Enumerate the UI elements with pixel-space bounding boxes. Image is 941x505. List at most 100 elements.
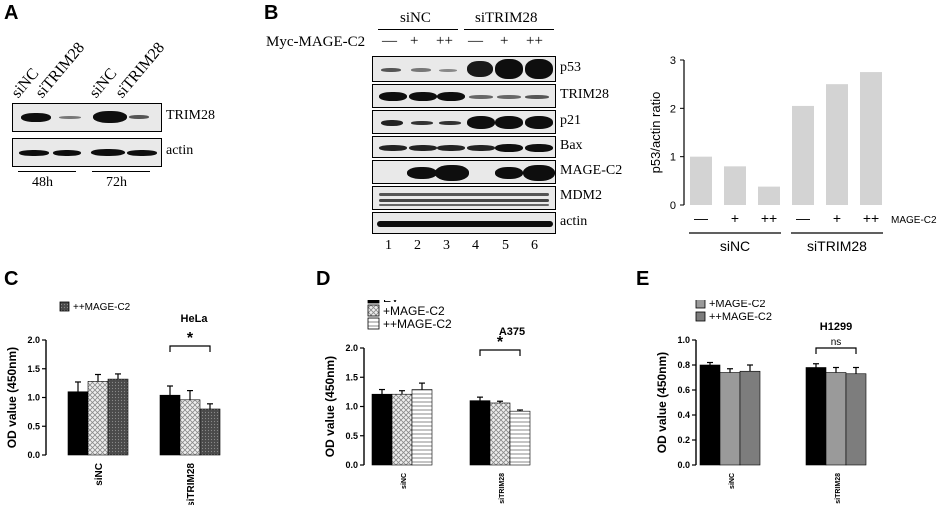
row-label-mage-c2: MAGE-C2	[560, 163, 623, 178]
timepoint-72h: 72h	[106, 175, 127, 190]
bar	[509, 410, 531, 466]
bar	[411, 389, 433, 466]
blot-p53	[372, 56, 556, 82]
group-label-sinc: siNC	[400, 10, 431, 26]
y-tick-label: 0.4	[677, 410, 690, 420]
blot-bax	[372, 136, 556, 158]
y-tick-label: 0.5	[27, 421, 40, 431]
panel-b-blot: siNC siTRIM28 Myc-MAGE-C2 — + ++ — + ++ …	[0, 0, 623, 270]
bar	[469, 400, 491, 466]
bar	[87, 381, 109, 456]
legend-label: +MAGE-C2	[709, 300, 766, 310]
bar	[699, 364, 721, 466]
legend-swatch	[367, 317, 380, 330]
bar	[825, 372, 847, 466]
panel-label-c: C	[4, 268, 19, 290]
y-axis-label: OD value (450nm)	[5, 347, 19, 448]
bar	[724, 166, 746, 205]
blot-mdm2	[372, 186, 556, 210]
bar	[489, 402, 511, 466]
cell-line-label: A375	[499, 326, 525, 338]
bar	[805, 367, 827, 466]
group-label: siTRIM28	[807, 238, 867, 254]
legend-label: EV	[383, 300, 399, 305]
legend-label: ++MAGE-C2	[709, 311, 772, 323]
x-category-label: siNC	[729, 473, 736, 489]
y-tick-label: 0	[670, 200, 676, 212]
blot-trim28-b	[372, 84, 556, 108]
blot-mage-c2	[372, 160, 556, 184]
legend-swatch	[367, 304, 380, 317]
y-tick-label: 0.0	[677, 460, 690, 470]
bar	[739, 370, 761, 466]
legend-swatch	[695, 300, 706, 309]
lane-number: 6	[531, 238, 538, 253]
bar	[845, 373, 867, 466]
y-axis-label: p53/actin ratio	[648, 92, 663, 174]
legend-swatch	[695, 311, 706, 322]
blot-actin	[12, 138, 162, 167]
lane-number: 2	[414, 238, 421, 253]
panel-label-d: D	[316, 268, 331, 290]
row-label-bax: Bax	[560, 138, 583, 153]
bar	[199, 408, 221, 456]
group-label-sitrim28: siTRIM28	[475, 10, 538, 26]
lane-number: 3	[443, 238, 450, 253]
significance-bracket	[479, 349, 521, 356]
chart-hela: EV+MAGE-C2++MAGE-C20.00.51.01.52.0OD val…	[5, 301, 221, 505]
timepoint-bracket-72h	[92, 171, 150, 172]
legend-label: +MAGE-C2	[383, 304, 445, 318]
bar	[391, 393, 413, 466]
bar	[792, 105, 814, 205]
y-axis-label: OD value (450nm)	[655, 352, 669, 453]
x-category-label: siNC	[94, 463, 105, 486]
blot-p21	[372, 110, 556, 134]
x-sign-label: +	[833, 210, 841, 226]
row-label-trim28-b: TRIM28	[560, 87, 609, 102]
group-label: siNC	[720, 238, 750, 254]
y-tick-label: 0.8	[677, 360, 690, 370]
panel-label-e: E	[636, 268, 650, 290]
bar	[179, 399, 201, 456]
blot-actin-b	[372, 212, 556, 234]
legend-swatch	[367, 300, 380, 304]
legend-label: ++MAGE-C2	[73, 302, 131, 313]
y-tick-label: 1.0	[677, 335, 690, 345]
treatment-sign: —	[382, 33, 397, 49]
treatment-sign: —	[468, 33, 483, 49]
cell-line-label: HeLa	[181, 313, 209, 325]
y-tick-label: 1	[670, 152, 676, 164]
row-label-actin-b: actin	[560, 214, 588, 229]
y-tick-label: 1.5	[345, 372, 358, 382]
x-sign-label: +	[731, 210, 739, 226]
significance-marker: *	[497, 334, 504, 351]
row-label-actin: actin	[166, 143, 194, 158]
cell-line-label: H1299	[820, 321, 852, 333]
blot-trim28	[12, 103, 162, 132]
y-tick-label: 2.0	[27, 335, 40, 345]
significance-bracket	[815, 347, 857, 354]
y-tick-label: 0.6	[677, 385, 690, 395]
y-tick-label: 0.5	[345, 431, 358, 441]
x-sign-label: ++	[863, 210, 879, 226]
bar	[860, 72, 882, 205]
x-sign-label: ++	[761, 210, 777, 226]
chart-h1299: EV+MAGE-C2++MAGE-C20.00.20.40.60.81.0OD …	[655, 300, 867, 504]
significance-bracket	[169, 345, 211, 352]
x-category-label: siTRIM28	[186, 463, 197, 505]
chart-a375: EV+MAGE-C2++MAGE-C2 0.0 0.5 1.0 1.5 2.0 OD val…	[323, 300, 531, 504]
legend-swatch	[59, 301, 70, 312]
significance-marker: *	[187, 330, 194, 347]
treatment-sign: +	[500, 33, 509, 49]
y-tick-label: 0.2	[677, 435, 690, 445]
bar	[159, 394, 181, 456]
significance-marker: ns	[831, 337, 842, 348]
x-sign-label: —	[796, 210, 810, 226]
x-category-label: siTRIM28	[499, 473, 506, 504]
treatment-label: Myc-MAGE-C2	[266, 34, 366, 50]
y-tick-label: 1.5	[27, 364, 40, 374]
row-label-p53: p53	[560, 60, 581, 75]
lane-number: 4	[472, 238, 479, 253]
lane-number: 5	[502, 238, 509, 253]
